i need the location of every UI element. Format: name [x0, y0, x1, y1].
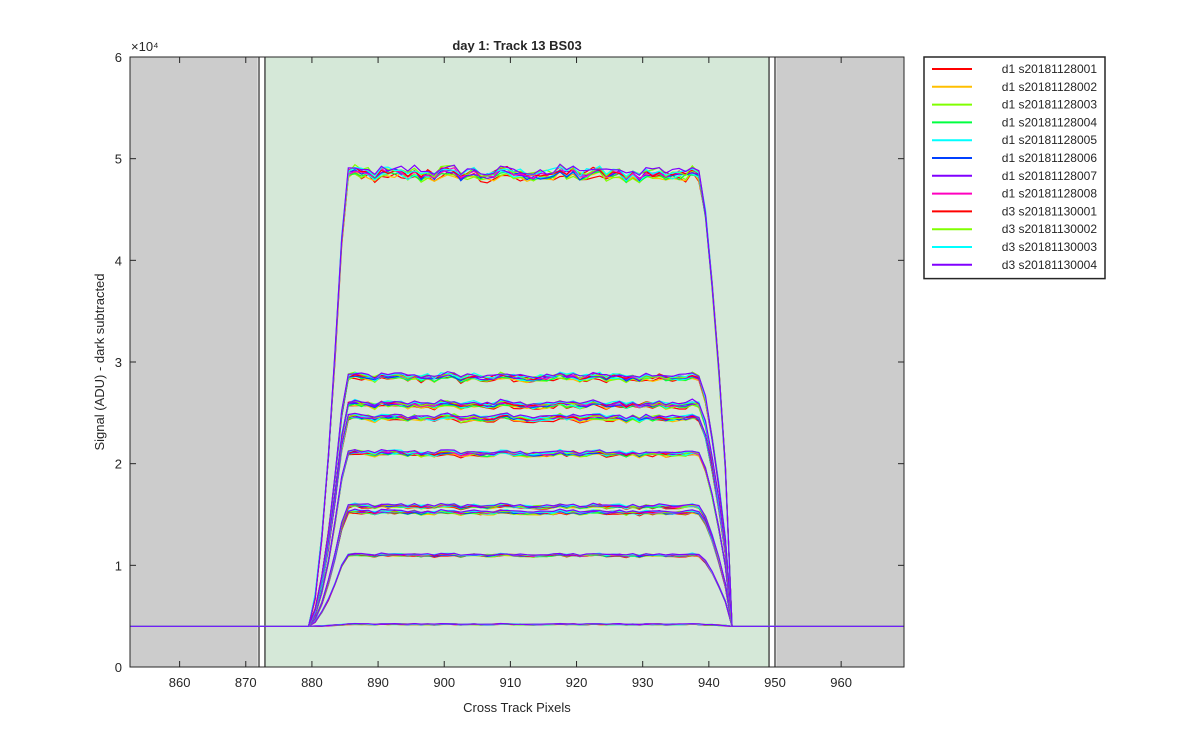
legend-label: d1 s20181128003: [1002, 98, 1098, 112]
shaded-region: [776, 57, 904, 667]
x-tick-label: 920: [566, 675, 588, 690]
x-tick-label: 930: [632, 675, 654, 690]
y-tick-label: 2: [115, 457, 122, 472]
legend: d1 s20181128001 d1 s20181128002 d1 s201811…: [923, 56, 1106, 280]
shaded-region: [769, 57, 774, 667]
shaded-region: [260, 57, 265, 667]
y-tick-label: 3: [115, 355, 122, 370]
shaded-regions: [130, 57, 904, 667]
y-tick-label: 6: [115, 50, 122, 65]
legend-label: d1 s20181128006: [1002, 151, 1098, 165]
x-tick-label: 890: [367, 675, 389, 690]
y-axis-exponent-label: ×10⁴: [131, 39, 159, 54]
x-tick-label: 940: [698, 675, 720, 690]
x-tick-label: 910: [500, 675, 522, 690]
axis-ticks: 860 870 880 890 900 910 920 930 940 950 960 0 1 2 3 4 5 6: [115, 50, 904, 690]
x-tick-label: 900: [433, 675, 455, 690]
x-tick-label: 880: [301, 675, 323, 690]
chart-title: day 1: Track 13 BS03: [452, 38, 581, 53]
y-tick-label: 1: [115, 558, 122, 573]
legend-label: d1 s20181128008: [1002, 187, 1098, 201]
legend-items: d1 s20181128001 d1 s20181128002 d1 s201811…: [932, 62, 1097, 272]
legend-label: d1 s20181128002: [1002, 80, 1098, 94]
x-axis-label: Cross Track Pixels: [463, 700, 571, 715]
legend-label: d3 s20181130004: [1002, 258, 1098, 272]
legend-frame: [923, 56, 1106, 280]
legend-label: d1 s20181128004: [1002, 115, 1098, 129]
legend-label: d3 s20181130003: [1002, 240, 1098, 254]
legend-label: d1 s20181128007: [1002, 169, 1098, 183]
legend-label: d3 s20181130001: [1002, 204, 1098, 218]
legend-label: d3 s20181130002: [1002, 222, 1098, 236]
x-tick-label: 870: [235, 675, 257, 690]
data-lines: [130, 163, 904, 628]
y-axis-label: Signal (ADU) - dark subtracted: [92, 273, 107, 450]
y-tick-label: 0: [115, 660, 122, 675]
y-tick-label: 4: [115, 253, 122, 268]
x-tick-label: 860: [169, 675, 191, 690]
series-line: [130, 163, 904, 627]
legend-label: d1 s20181128005: [1002, 133, 1098, 147]
shaded-region: [130, 57, 258, 667]
x-tick-label: 960: [830, 675, 852, 690]
legend-label: d1 s20181128001: [1002, 62, 1098, 76]
shaded-region: [264, 57, 770, 667]
x-tick-label: 950: [764, 675, 786, 690]
y-tick-label: 5: [115, 152, 122, 167]
